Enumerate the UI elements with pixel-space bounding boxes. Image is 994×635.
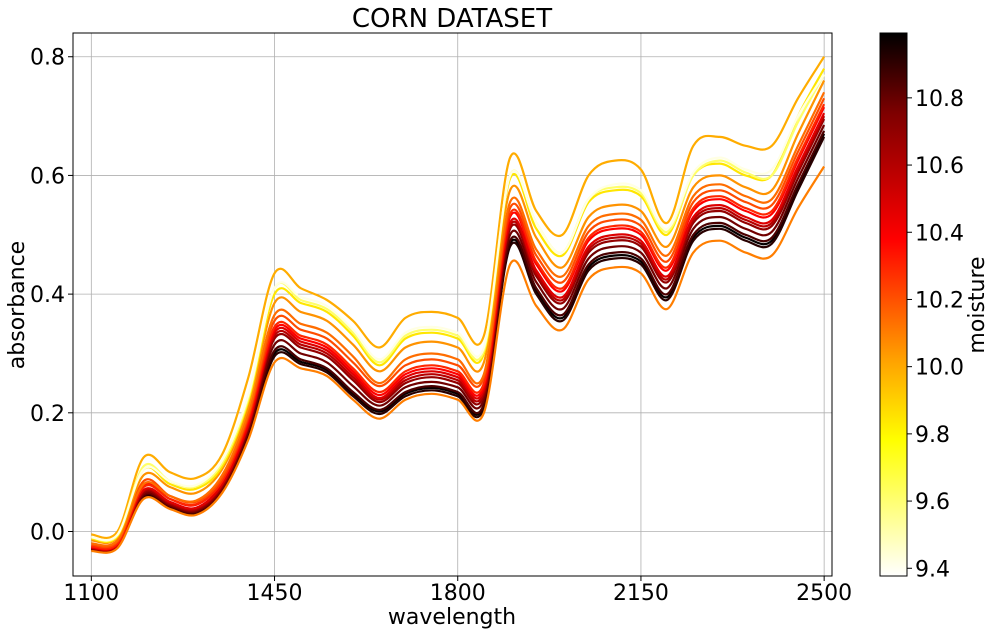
colorbar [879,32,908,577]
series-line [91,112,826,551]
chart-title: CORN DATASET [352,4,552,34]
series-line [91,97,826,549]
x-tick-label: 1800 [430,581,486,606]
colorbar-tick-label: 10.2 [915,288,964,313]
y-tick-label: 0.4 [30,283,65,308]
colorbar-tick-label: 9.4 [915,557,950,582]
x-ticks: 1100 1450 1800 2150 2500 [63,576,852,606]
series-line [91,80,826,545]
colorbar-tick-label: 10.8 [915,87,964,112]
y-tick-label: 0.6 [30,164,65,189]
x-tick-label: 1450 [247,581,303,606]
colorbar-ticks: 9.4 9.6 9.8 10.0 10.2 10.4 10.6 10.8 [907,87,964,582]
colorbar-label: moisture [965,256,990,353]
y-tick-label: 0.8 [30,46,65,71]
curve-layer [91,56,826,554]
x-axis-label: wavelength [388,605,516,630]
x-tick-label: 1100 [63,581,119,606]
colorbar-tick-label: 9.8 [915,423,950,448]
plot-frame [72,32,833,577]
colorbar-tick-label: 10.4 [915,221,964,246]
series-line [91,91,826,547]
colorbar-tick-label: 9.6 [915,490,950,515]
series-line [91,56,826,540]
series-line [91,103,826,550]
y-tick-label: 0.2 [30,402,65,427]
colorbar-tick-label: 10.0 [915,356,964,381]
grid [73,33,832,576]
x-tick-label: 2500 [796,581,852,606]
series-line [91,165,826,554]
series-line [91,73,826,543]
y-tick-label: 0.0 [30,520,65,545]
series-line [91,73,826,542]
x-tick-label: 2150 [613,581,669,606]
y-axis-label: absorbance [5,241,30,369]
y-ticks: 0.0 0.2 0.4 0.6 0.8 [30,46,73,545]
colorbar-tick-label: 10.6 [915,154,964,179]
